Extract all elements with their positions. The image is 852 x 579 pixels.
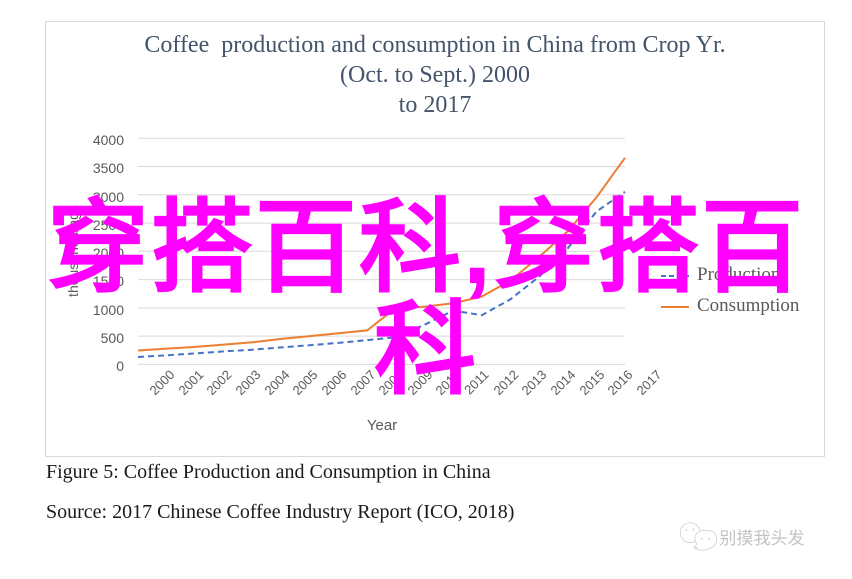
svg-text:别摸我头发: 别摸我头发 [719, 529, 804, 548]
